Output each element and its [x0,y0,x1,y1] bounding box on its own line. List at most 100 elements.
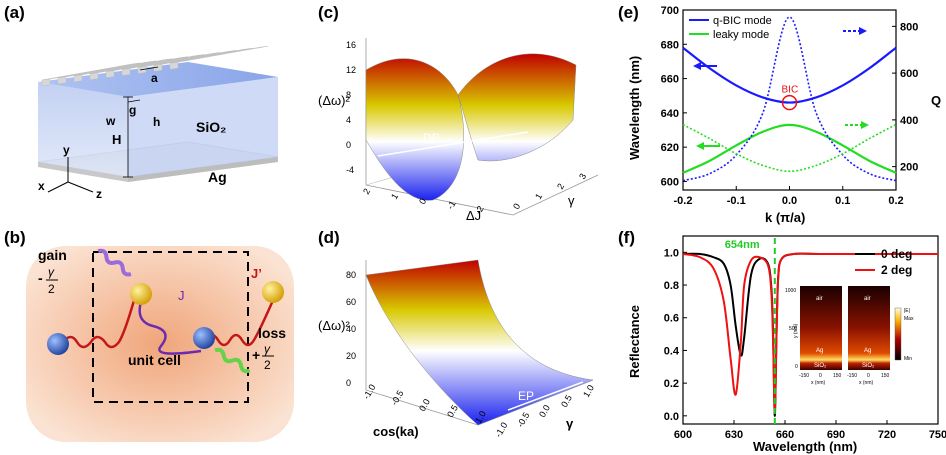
gain-gamma: γ [48,265,55,279]
chart-f-series-1 [682,252,938,414]
surface-d-xtick: 0.0 [417,397,432,413]
grating-ridge-face [153,64,163,72]
inset-right-xtick-0: -150 [847,373,857,379]
silica-slab-top [38,62,278,97]
colorbar-max: Max [904,316,914,322]
chart-e-y2label: Q [931,93,941,108]
surface-c-xticks: 2 1 0 -1 -2 [361,187,486,216]
surface-c-xtick: -1 [445,199,458,211]
grating-ridge-face [105,70,115,78]
resonator-gold-center [130,283,152,305]
coordinate-axes-icon [47,157,94,193]
coupling-Jprime-label: J’ [251,266,262,281]
grating-ridge [169,45,269,64]
chart-e-y2tick-label: 800 [900,21,918,33]
chart-e-series-2 [682,16,897,182]
chart-f-xtick-label: 720 [878,429,896,441]
chart-f-ytick-label: 0.8 [664,280,679,292]
field-map-left [800,286,842,370]
axis-y-label: y [63,143,70,157]
surface-d-ytick: -1.0 [493,421,509,439]
chart-e-legend: q-BIC mode leaky mode [689,15,772,41]
chart-f-xtick-label: 690 [827,429,845,441]
surface-d-ztick: 0 [346,378,351,388]
panel-label-e: (e) [618,3,639,22]
bic-label: BIC [782,85,799,96]
chart-e-y2tick-label: 400 [900,115,918,127]
chart-e-ytick-label: 680 [661,39,679,51]
loss-gamma: γ [264,342,271,356]
chart-f: 600 630 660 690 720 750 0.0 0.2 0.4 0.6 0.8 1.0 654… [627,235,946,454]
surface-d-ztick: 20 [346,351,356,361]
loss-denominator: 2 [264,358,271,372]
surface-c-ztick: 16 [346,40,356,50]
colorbar-title: |E| [904,308,910,314]
panel-label-f: (f) [618,228,635,247]
grating-ridge-face [169,61,179,70]
surface-c-ylabel: γ [568,193,575,208]
surface-d-ztick: 60 [346,297,356,307]
chart-e-series-3 [682,123,897,173]
chart-f-ytick-label: 1.0 [664,247,679,259]
chart-f-legend: 0 deg 2 deg [855,247,912,277]
bic-marker [781,94,798,111]
surface-c-ztick: -4 [346,165,354,175]
colorbar [894,307,902,361]
chart-f-xtick-label: 600 [674,429,692,441]
unit-cell-box [92,251,249,403]
inset-ylabel: y (nm) [793,324,799,339]
surface-c-yticks: 0 1 2 3 [511,172,588,211]
arrow-leaky-left-icon [696,142,720,150]
inset-left-xlabel: x (nm) [811,380,826,386]
resonator-gold-right [262,281,284,303]
surface-d-xlabel: cos(ka) [373,424,419,439]
surface-d-ylabel: γ [566,416,574,431]
gain-sign: - [38,270,43,286]
chart-e-xtick-label: 0.2 [888,195,903,207]
silver-label: Ag [208,169,227,185]
axis-z-label: z [96,187,102,201]
grating-structure-diagram: H a g w h SiO₂ Ag y x z [37,45,279,201]
chart-f-ytick-label: 0.4 [664,345,680,357]
silica-slab-front [38,82,128,177]
chart-f-xlabel: Wavelength (nm) [753,439,857,454]
chart-f-xtick-label: 660 [776,429,794,441]
grating-ridge-face [57,76,67,85]
legend-0deg-label: 0 deg [881,247,912,261]
inset-ytick-1: 500 [789,326,798,332]
coupling-J-label: J [178,288,185,303]
chart-e-xtick-label: 0.0 [782,195,797,207]
surface-d-ytick: 0.5 [559,393,574,409]
chart-f-frame [682,235,939,425]
surface-d-ytick: -0.5 [515,411,531,429]
inset-right-xtick-1: 0 [867,373,870,379]
gain-denominator: 2 [48,282,55,296]
grating-ridge [153,48,253,66]
surface-d-annotation: EP [518,389,534,403]
chart-e-series-1 [682,123,897,174]
surface-c-ytick: 1 [533,192,544,201]
surface-c-xtick: 2 [361,187,372,196]
surface-c-ztick: 4 [346,115,351,125]
surface-d-xtick: -1.0 [361,383,377,401]
surface-c-xtick: 1 [389,192,400,201]
surface-c-xtick: -2 [473,204,486,216]
chart-e-ytick-label: 600 [661,176,679,188]
panel-label-b: (b) [4,228,26,247]
chart-e-xlabel: k (π/a) [765,210,805,225]
grating-ridge-face [73,74,83,83]
inset-right-substrate: SiO₂ [862,363,875,369]
chart-f-ytick-label: 0.2 [664,378,679,390]
inset-left-xtick-0: -150 [799,373,809,379]
dim-a-label: a [151,71,158,85]
inset-right-medium: air [864,296,871,302]
loss-label: loss [258,325,286,341]
legend-qbic-label: q-BIC mode [713,15,772,27]
legend-2deg-label: 2 deg [881,263,912,277]
panel-label-d: (d) [318,228,340,247]
dim-g-label: g [129,103,136,117]
inset-left-substrate: SiO₂ [814,363,827,369]
surface-d-xtick: -0.5 [389,389,405,407]
inset-left-medium: air [816,296,823,302]
arrow-qbic-right-icon [843,27,867,35]
